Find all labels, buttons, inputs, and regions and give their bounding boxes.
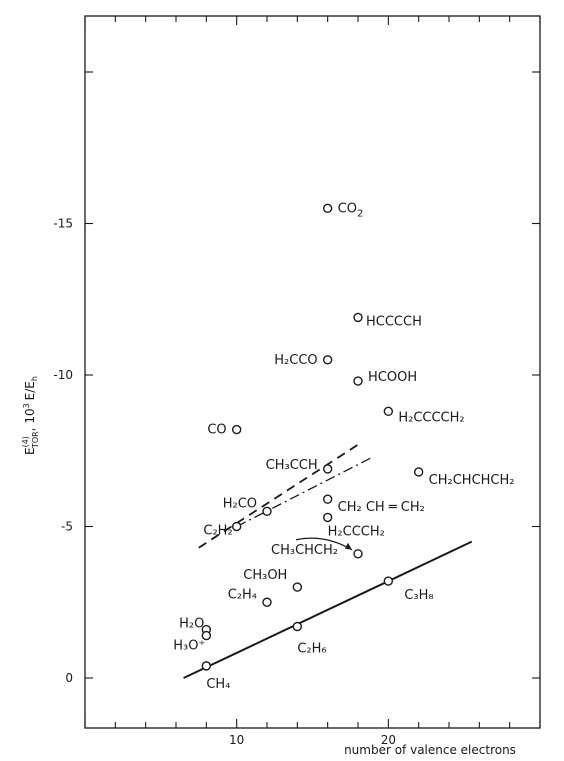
point-label: H₂CCO: [274, 353, 317, 368]
data-point: [292, 621, 303, 632]
point-label: CH₃CHCH₂: [271, 543, 338, 558]
point-label: CH₂CHCHCH₂: [429, 473, 515, 488]
point-label: HCCCCH: [366, 314, 422, 329]
data-point: [353, 549, 363, 559]
point-label: H₂O: [179, 617, 204, 632]
x-tick-label: 10: [229, 733, 244, 747]
point-label: CH₃CCH: [266, 458, 318, 473]
point-label: C₂H₂: [203, 524, 232, 539]
data-point: [201, 630, 212, 641]
data-point: [322, 494, 333, 504]
point-label: C₂H₆: [297, 641, 326, 656]
plot-border: [84, 15, 541, 729]
solid-fit: [183, 540, 473, 679]
point-label: H₂CO: [223, 496, 257, 511]
y-axis-label: E(4)TOR, 103E/Eh: [21, 376, 40, 455]
dashed-fit: [198, 443, 359, 549]
x-tick-label: 20: [381, 733, 396, 747]
y-tick-label: 0: [65, 671, 73, 685]
point-label: CH₃OH: [243, 568, 287, 583]
arrow-head-icon: [345, 542, 352, 550]
data-point: [262, 506, 272, 517]
data-point: [322, 512, 333, 523]
data-points: CO2 HCCCCH H₂CCO HCOOH H₂CCCCH₂ CO CH₃CCH CH₂CH…: [173, 201, 514, 692]
fit-lines: [183, 443, 473, 679]
point-label: CO: [207, 423, 226, 438]
axis-ticks: 10 20 0 -5 -10 -15: [53, 16, 541, 747]
point-label: CO2: [338, 201, 364, 219]
point-label: H₂CCCH₂: [328, 524, 385, 539]
point-label: C₂H₄: [228, 587, 257, 602]
data-point: [322, 203, 333, 214]
point-label: C₃H₈: [404, 588, 433, 603]
data-point: [231, 424, 242, 435]
point-label: HCOOH: [368, 370, 417, 385]
point-label: CH₄: [206, 677, 230, 692]
data-point: [262, 597, 272, 607]
data-point: [413, 467, 424, 477]
data-point: [353, 312, 363, 323]
data-point: [201, 661, 212, 671]
data-point: [231, 521, 242, 532]
data-point: [353, 376, 363, 386]
data-point: [322, 464, 333, 474]
point-label: H₂CCCCH₂: [398, 410, 464, 425]
y-tick-label: -10: [53, 368, 73, 382]
data-point: [383, 576, 394, 586]
data-point: [383, 406, 394, 417]
y-tick-label: -15: [53, 217, 73, 231]
point-label: CH₂ CH ═ CH₂: [338, 500, 425, 515]
data-point: [292, 582, 303, 592]
y-tick-label: -5: [61, 520, 73, 534]
plot-frame: [84, 15, 541, 729]
data-point: [322, 355, 333, 365]
dashdot-fit: [236, 456, 374, 528]
point-label: H₃O⁺: [173, 639, 205, 654]
axis-labels: number of valence electrons E(4)TOR, 103E…: [21, 376, 516, 757]
x-axis-label: number of valence electrons: [344, 743, 516, 757]
